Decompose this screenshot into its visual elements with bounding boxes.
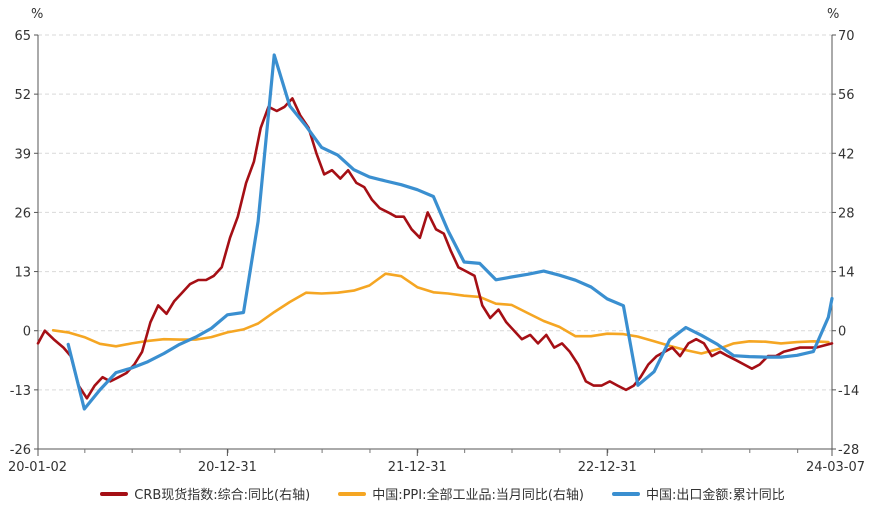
series-lines bbox=[36, 53, 834, 411]
grid-lines bbox=[38, 34, 832, 450]
x-tick-label: 20-01-02 bbox=[8, 460, 67, 475]
x-tick-label: 22-12-31 bbox=[578, 460, 637, 475]
legend: CRB现货指数:综合:同比(右轴) 中国:PPI:全部工业品:当月同比(右轴) 中国… bbox=[0, 484, 885, 503]
series-line-3 bbox=[66, 53, 834, 411]
x-tick-label: 21-12-31 bbox=[388, 460, 447, 475]
x-tick-label: 24-03-07 bbox=[806, 460, 865, 475]
right-tick-label: -14 bbox=[838, 384, 859, 399]
left-tick-label: 65 bbox=[14, 29, 31, 44]
left-tick-label: 0 bbox=[23, 325, 31, 340]
right-axis-unit: % bbox=[827, 7, 839, 22]
right-tick-label: 56 bbox=[838, 88, 855, 103]
right-tick-label: 42 bbox=[838, 147, 855, 162]
legend-label: CRB现货指数:综合:同比(右轴) bbox=[134, 488, 311, 503]
left-tick-label: 13 bbox=[14, 266, 31, 281]
legend-swatch bbox=[611, 491, 640, 496]
right-tick-label: -28 bbox=[838, 443, 859, 458]
axes: 65 52 39 26 13 0 -13 -26 70 56 42 28 14 0 -14 -28 20-01-… bbox=[8, 29, 865, 475]
left-tick-label: -13 bbox=[10, 384, 31, 399]
legend-item: 中国:出口金额:累计同比 bbox=[611, 484, 785, 503]
series-line-1 bbox=[36, 97, 834, 400]
right-tick-label: 70 bbox=[838, 29, 855, 44]
left-tick-label: 26 bbox=[14, 206, 31, 221]
right-tick-label: 0 bbox=[838, 325, 846, 340]
right-tick-label: 28 bbox=[838, 206, 855, 221]
left-tick-label: -26 bbox=[10, 443, 31, 458]
legend-swatch bbox=[100, 491, 129, 496]
x-tick-label: 20-12-31 bbox=[198, 460, 257, 475]
left-axis-unit: % bbox=[31, 7, 43, 22]
left-tick-label: 52 bbox=[14, 88, 31, 103]
right-tick-label: 14 bbox=[838, 266, 855, 281]
legend-item: CRB现货指数:综合:同比(右轴) bbox=[100, 484, 310, 503]
series-line-2 bbox=[51, 272, 830, 355]
legend-item: 中国:PPI:全部工业品:当月同比(右轴) bbox=[338, 484, 584, 503]
legend-label: 中国:出口金额:累计同比 bbox=[645, 488, 785, 503]
left-tick-label: 39 bbox=[14, 147, 31, 162]
legend-swatch bbox=[338, 491, 367, 496]
line-chart: % % 65 52 39 26 13 0 -13 -26 70 56 42 28 14 0 -14 -28 20… bbox=[8, 7, 865, 475]
legend-label: 中国:PPI:全部工业品:当月同比(右轴) bbox=[372, 488, 584, 503]
